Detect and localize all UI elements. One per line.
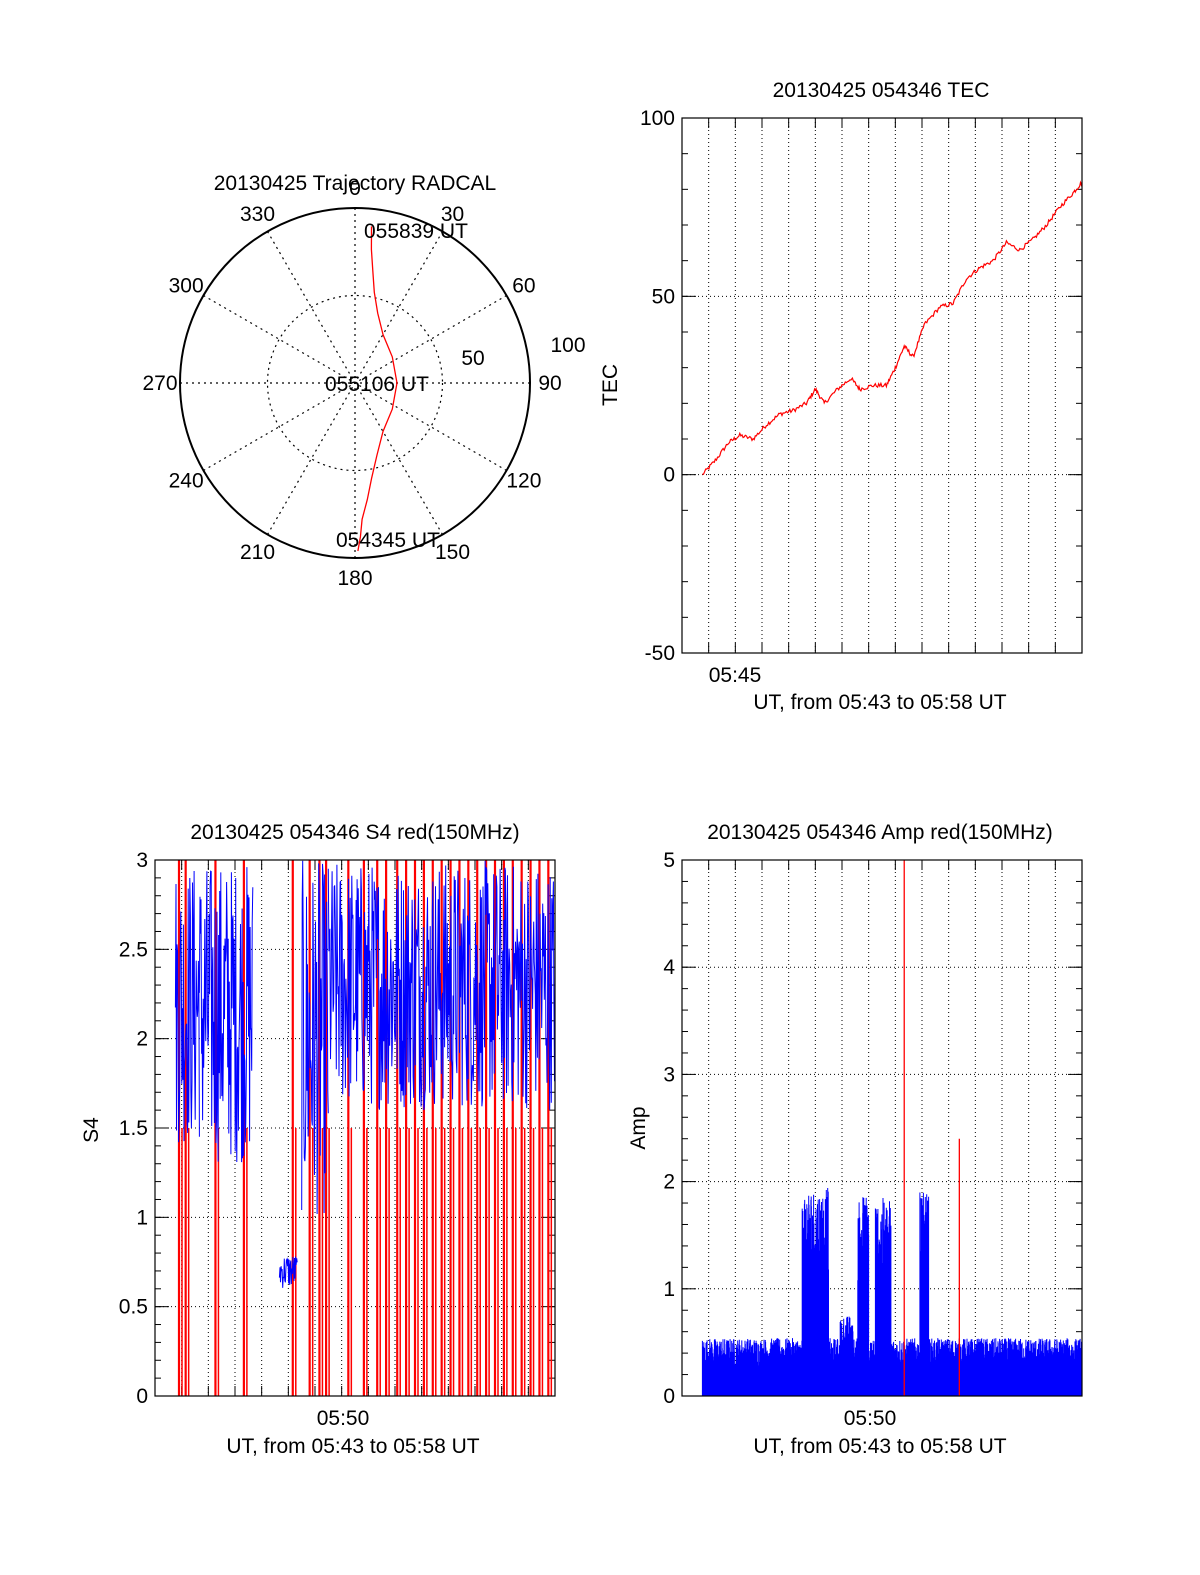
- amp-axes-frame: [681, 859, 1083, 1397]
- amp-ytick-label-0: 0: [663, 1385, 675, 1408]
- tec-ytick-label-100: 100: [640, 107, 675, 130]
- tec-line: [702, 180, 1083, 476]
- tec-y-tick-labels: 100 50 0 -50: [640, 107, 675, 665]
- s4-plot: 20130425 054346 S4 red(150MHz) 3 2.5 2 1.5 1…: [80, 821, 556, 1458]
- s4-ytick-label-3: 3: [136, 849, 148, 872]
- s4-ytick-label-2: 2: [136, 1028, 148, 1051]
- polar-azimuth-label-300: 300: [169, 275, 204, 298]
- polar-azimuth-label-150: 150: [435, 541, 470, 564]
- amp-ytick-label-4: 4: [663, 956, 675, 979]
- s4-x-tick-label: 05:50: [317, 1407, 370, 1430]
- s4-blue-segment-3: [301, 860, 329, 1215]
- s4-ylabel: S4: [80, 1117, 103, 1143]
- polar-annotation-mid: 055106 UT: [325, 373, 429, 396]
- s4-ytick-label-0.5: 0.5: [119, 1296, 148, 1319]
- s4-blue-segment-4: [327, 860, 556, 1111]
- amp-ytick-label-1: 1: [663, 1278, 675, 1301]
- polar-azimuth-label-270: 270: [142, 372, 177, 395]
- polar-azimuth-label-180: 180: [337, 567, 372, 590]
- polar-radial-tick-100: 100: [550, 334, 585, 357]
- s4-blue-segment-0: [174, 870, 200, 1143]
- amp-ytick-label-2: 2: [663, 1171, 675, 1194]
- tec-ytick-label-50: 50: [652, 285, 675, 308]
- s4-ytick-label-1.5: 1.5: [119, 1117, 148, 1140]
- polar-azimuth-label-60: 60: [512, 275, 535, 298]
- tec-series-red: [702, 180, 1083, 476]
- s4-ytick-label-1: 1: [136, 1206, 148, 1229]
- polar-trajectory-line: [357, 226, 398, 552]
- tec-title: 20130425 054346 TEC: [773, 79, 990, 102]
- polar-inner-circle: [266, 294, 444, 472]
- s4-ytick-label-2.5: 2.5: [119, 938, 148, 961]
- polar-spoke-150: [266, 231, 444, 535]
- amp-series: [701, 860, 1083, 1396]
- polar-title: 20130425 Trajectory RADCAL: [214, 172, 497, 195]
- polar-azimuth-label-240: 240: [169, 470, 204, 493]
- amp-y-tick-labels: 5 4 3 2 1 0: [663, 849, 675, 1408]
- s4-axes-frame: [154, 859, 556, 1397]
- s4-ytick-label-0: 0: [136, 1385, 148, 1408]
- tec-ytick-label-0: 0: [663, 464, 675, 487]
- amp-ytick-label-3: 3: [663, 1063, 675, 1086]
- s4-title: 20130425 054346 S4 red(150MHz): [190, 821, 519, 844]
- polar-trajectory-trace: [357, 226, 398, 552]
- amp-ylabel: Amp: [627, 1106, 650, 1149]
- polar-radial-tick-50: 50: [461, 347, 484, 370]
- polar-azimuth-label-90: 90: [538, 372, 561, 395]
- polar-grid: [179, 207, 531, 559]
- amp-blue-trace: [701, 1188, 1083, 1396]
- tec-x-tick-label: 05:45: [709, 664, 762, 687]
- amp-title: 20130425 054346 Amp red(150MHz): [707, 821, 1053, 844]
- polar-azimuth-label-210: 210: [240, 541, 275, 564]
- polar-annotation-start: 054345 UT: [336, 529, 440, 552]
- polar-azimuth-labels: 0 30 60 90 120 150 180 210 240 270 300 330: [142, 177, 561, 590]
- s4-blue-segment-1: [198, 867, 254, 1163]
- s4-blue-segment-2: [278, 1256, 298, 1288]
- tec-ytick-label--50: -50: [645, 642, 675, 665]
- amp-grid: [682, 859, 1082, 1397]
- amp-xlabel: UT, from 05:43 to 05:58 UT: [753, 1435, 1006, 1458]
- amp-ytick-label-5: 5: [663, 849, 675, 872]
- amp-plot: 20130425 054346 Amp red(150MHz) 5 4 3 2 1 0 A…: [627, 821, 1083, 1458]
- polar-trajectory-plot: 20130425 Trajectory RADCAL 0 30 60 90 120 150…: [142, 172, 585, 590]
- polar-annotation-end: 055839 UT: [364, 220, 468, 243]
- tec-axes-frame: [681, 117, 1083, 654]
- tec-xlabel: UT, from 05:43 to 05:58 UT: [753, 691, 1006, 714]
- amp-x-tick-label: 05:50: [844, 1407, 897, 1430]
- s4-series: [174, 860, 556, 1396]
- s4-xlabel: UT, from 05:43 to 05:58 UT: [226, 1435, 479, 1458]
- polar-azimuth-label-330: 330: [240, 203, 275, 226]
- tec-ylabel: TEC: [599, 364, 622, 406]
- polar-azimuth-label-0: 0: [349, 177, 361, 200]
- polar-azimuth-label-30: 30: [441, 203, 464, 226]
- s4-y-tick-labels: 3 2.5 2 1.5 1 0.5 0: [119, 849, 148, 1408]
- polar-azimuth-label-120: 120: [506, 470, 541, 493]
